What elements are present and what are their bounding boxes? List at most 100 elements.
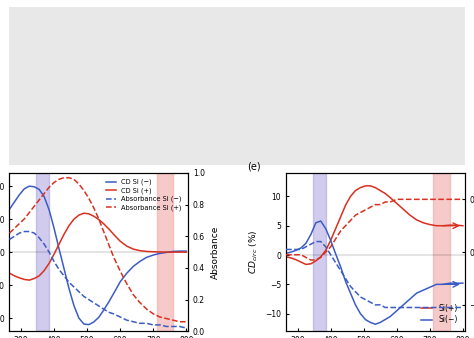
Absorbance Si (−) <box>51 260 57 264</box>
Absorbance Si (+) <box>71 177 77 181</box>
CD Si (−) <box>81 322 87 326</box>
CD Si (+) <box>183 250 189 254</box>
Absorbance Si (+) <box>144 307 149 311</box>
CD Si (+) <box>106 227 111 231</box>
CD Si (+) <box>177 250 182 254</box>
Absorbance Si (−) <box>183 326 189 330</box>
Absorbance Si (+) <box>101 230 107 234</box>
CD Si (−) <box>56 247 62 251</box>
Absorbance Si (−) <box>41 242 47 246</box>
Absorbance Si (−) <box>111 312 117 316</box>
Absorbance Si (−) <box>11 234 17 238</box>
Absorbance Si (−) <box>177 324 182 329</box>
Absorbance Si (+) <box>86 196 91 200</box>
CD Si (−) <box>36 187 42 191</box>
Absorbance Si (+) <box>130 293 136 297</box>
CD Si (−) <box>111 292 117 296</box>
Absorbance Si (−) <box>31 231 37 235</box>
Absorbance Si (−) <box>96 304 101 308</box>
CD Si (+) <box>56 242 62 246</box>
Absorbance Si (−) <box>36 236 42 240</box>
Line: CD Si (−): CD Si (−) <box>9 186 186 324</box>
CD Si (+) <box>51 252 57 256</box>
Absorbance Si (−) <box>21 230 27 234</box>
CD Si (−) <box>71 304 77 308</box>
CD Si (−) <box>51 226 57 231</box>
Bar <box>433 173 450 331</box>
Absorbance Si (+) <box>21 217 27 221</box>
CD Si (−) <box>17 193 22 197</box>
CD Si (−) <box>150 253 156 257</box>
Absorbance Si (−) <box>61 274 67 278</box>
CD Si (+) <box>164 250 169 254</box>
Bar <box>156 173 173 331</box>
Absorbance Si (+) <box>56 177 62 181</box>
CD Si (−) <box>76 316 82 320</box>
CD Si (+) <box>76 213 82 217</box>
Absorbance Si (+) <box>66 176 72 180</box>
CD Si (+) <box>61 232 67 236</box>
Absorbance Si (+) <box>150 312 156 316</box>
Absorbance Si (+) <box>61 176 67 180</box>
Absorbance Si (+) <box>36 198 42 202</box>
CD Si (+) <box>124 244 129 248</box>
Absorbance Si (+) <box>7 231 12 235</box>
CD Si (−) <box>177 249 182 253</box>
CD Si (−) <box>106 300 111 304</box>
Absorbance Si (−) <box>124 318 129 322</box>
CD Si (+) <box>27 278 32 282</box>
Absorbance Si (+) <box>11 226 17 231</box>
CD Si (+) <box>66 224 72 228</box>
CD Si (−) <box>170 249 176 254</box>
Absorbance Si (−) <box>130 320 136 324</box>
Absorbance Si (+) <box>91 206 97 210</box>
Absorbance Si (−) <box>164 324 169 329</box>
Absorbance Si (+) <box>111 255 117 259</box>
Absorbance Si (+) <box>76 182 82 186</box>
Absorbance Si (+) <box>124 282 129 286</box>
Line: Absorbance Si (−): Absorbance Si (−) <box>9 232 186 328</box>
CD Si (+) <box>130 247 136 251</box>
CD Si (+) <box>21 277 27 282</box>
Y-axis label: $CD_{circ}$ (%): $CD_{circ}$ (%) <box>247 230 260 274</box>
CD Si (−) <box>86 322 91 327</box>
CD Si (−) <box>183 249 189 253</box>
CD Si (−) <box>46 208 52 212</box>
CD Si (−) <box>41 195 47 199</box>
Absorbance Si (+) <box>157 315 163 319</box>
CD Si (−) <box>137 259 143 263</box>
Absorbance Si (+) <box>27 211 32 215</box>
CD Si (+) <box>157 250 163 254</box>
CD Si (+) <box>137 249 143 253</box>
Absorbance Si (+) <box>81 188 87 192</box>
Absorbance Si (+) <box>96 217 101 221</box>
Absorbance Si (−) <box>66 280 72 284</box>
CD Si (−) <box>91 320 97 324</box>
Absorbance Si (−) <box>76 290 82 294</box>
Absorbance Si (−) <box>17 231 22 235</box>
CD Si (+) <box>31 276 37 281</box>
CD Si (+) <box>144 249 149 254</box>
Absorbance Si (−) <box>81 294 87 298</box>
CD Si (+) <box>101 222 107 226</box>
Absorbance Si (−) <box>157 323 163 327</box>
Absorbance Si (−) <box>27 230 32 234</box>
Absorbance Si (+) <box>118 269 123 273</box>
Y-axis label: Absorbance: Absorbance <box>210 225 219 279</box>
Absorbance Si (+) <box>51 180 57 185</box>
Absorbance Si (−) <box>56 267 62 271</box>
CD Si (+) <box>41 268 47 272</box>
Absorbance Si (−) <box>150 323 156 327</box>
Absorbance Si (−) <box>144 321 149 325</box>
Legend: Si(+), Si(−): Si(+), Si(−) <box>418 301 461 328</box>
CD Si (−) <box>66 286 72 290</box>
Absorbance Si (−) <box>118 315 123 319</box>
Legend: CD Si (−), CD Si (+), Absorbance Si (−), Absorbance Si (+): CD Si (−), CD Si (+), Absorbance Si (−),… <box>103 176 184 214</box>
Bar <box>36 173 49 331</box>
Absorbance Si (−) <box>137 321 143 325</box>
Absorbance Si (+) <box>31 204 37 208</box>
Line: Absorbance Si (+): Absorbance Si (+) <box>9 178 186 322</box>
CD Si (+) <box>170 250 176 254</box>
Absorbance Si (+) <box>46 185 52 189</box>
Absorbance Si (−) <box>170 324 176 329</box>
